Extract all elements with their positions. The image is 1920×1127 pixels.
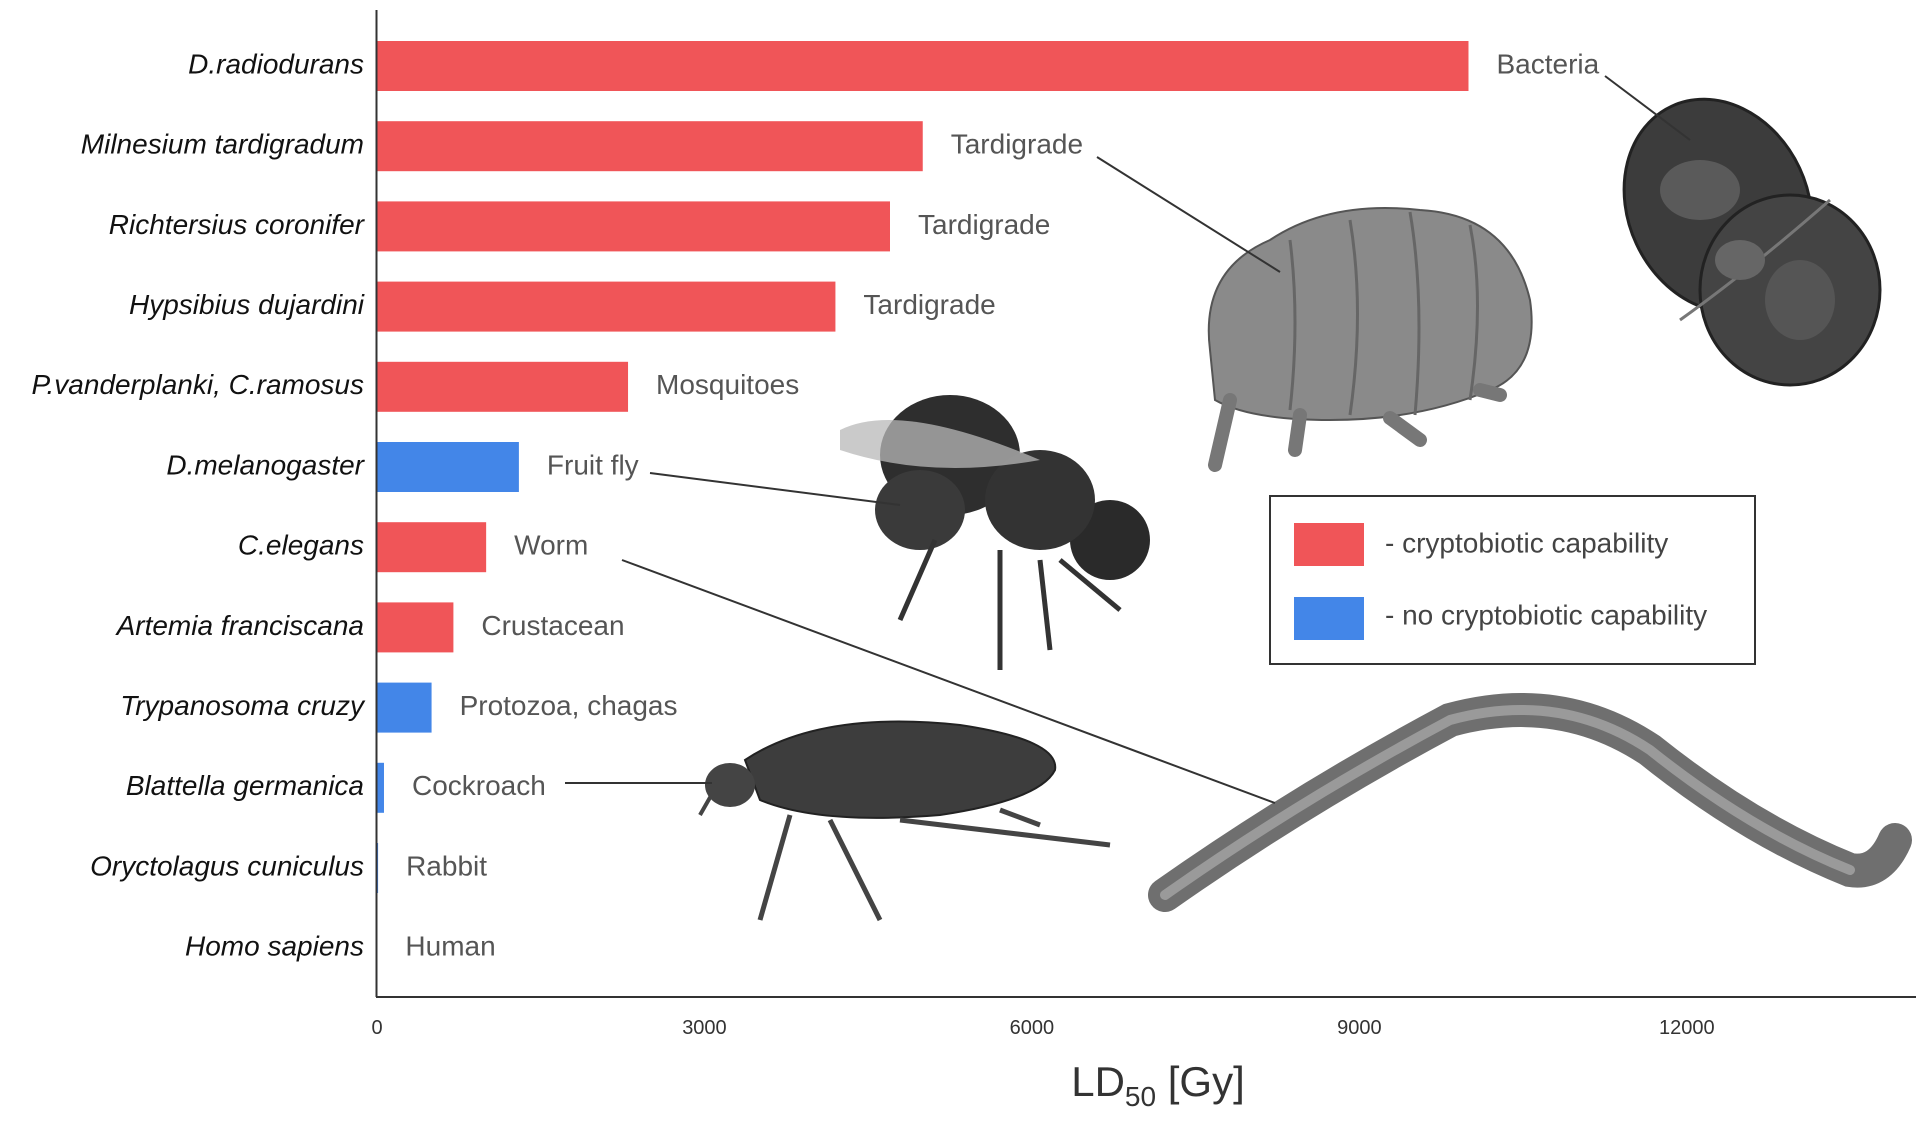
x-axis-label: LD50 [Gy] <box>1071 1058 1245 1112</box>
bar-label-hypsibius-dujardini: Tardigrade <box>863 289 995 320</box>
legend: - cryptobiotic capability - no cryptobio… <box>1269 495 1756 665</box>
category-label-c-elegans: C.elegans <box>238 530 364 561</box>
category-label-blattella-germanica: Blattella germanica <box>126 770 364 801</box>
x-ticks: 0 3000 6000 9000 12000 <box>371 1017 1714 1039</box>
category-labels: D.radiodurans Milnesium tardigradum Richte… <box>31 48 366 961</box>
x-tick-label-6000: 6000 <box>1010 1017 1055 1039</box>
bacteria-illustration <box>1622 97 1882 387</box>
legend-label-cryptobiotic: - cryptobiotic capability <box>1385 527 1668 558</box>
cockroach-illustration <box>698 720 1111 922</box>
category-label-richtersius-coronifer: Richtersius coronifer <box>109 209 366 240</box>
legend-swatch-cryptobiotic <box>1294 523 1364 566</box>
worm-leader <box>621 559 1276 804</box>
fruit-fly-illustration <box>840 395 1150 670</box>
bar-oryctolagus-cuniculus <box>377 843 379 893</box>
bar-milnesium-tardigradum <box>377 121 923 172</box>
tardigrade-illustration <box>1207 207 1533 472</box>
category-label-artemia-franciscana: Artemia franciscana <box>115 610 364 641</box>
illustrations <box>565 75 1912 922</box>
x-tick-label-12000: 12000 <box>1659 1017 1715 1039</box>
bars-group <box>377 41 1469 974</box>
bar-blattella-germanica <box>377 762 384 813</box>
category-label-trypanosoma-cruzy: Trypanosoma cruzy <box>120 690 366 721</box>
bar-label-richtersius-coronifer: Tardigrade <box>918 209 1050 240</box>
bar-label-c-elegans: Worm <box>514 530 588 561</box>
bar-d-melanogaster <box>377 442 519 492</box>
fruit-fly-leader <box>649 472 901 506</box>
bar-label-p-vanderplanki-c-ramosus: Mosquitoes <box>656 369 799 400</box>
x-tick-label-3000: 3000 <box>682 1017 727 1039</box>
bar-p-vanderplanki-c-ramosus <box>377 361 629 412</box>
x-tick-label-0: 0 <box>371 1017 382 1039</box>
bar-c-elegans <box>377 522 487 573</box>
legend-label-no-cryptobiotic: - no cryptobiotic capability <box>1385 599 1707 630</box>
bar-labels: Bacteria Tardigrade Tardigrade Tardigrade Mo… <box>405 48 1599 961</box>
bacteria-leader <box>1604 75 1691 141</box>
x-axis-label-subscript: 50 <box>1125 1081 1156 1112</box>
bar-d-radiodurans <box>377 41 1469 91</box>
category-label-hypsibius-dujardini: Hypsibius dujardini <box>129 289 365 320</box>
bar-label-milnesium-tardigradum: Tardigrade <box>951 129 1083 160</box>
bar-label-oryctolagus-cuniculus: Rabbit <box>406 850 487 881</box>
bar-label-blattella-germanica: Cockroach <box>412 770 546 801</box>
category-label-p-vanderplanki-c-ramosus: P.vanderplanki, C.ramosus <box>31 369 364 400</box>
category-label-oryctolagus-cuniculus: Oryctolagus cuniculus <box>90 850 364 881</box>
bar-label-d-melanogaster: Fruit fly <box>547 449 639 480</box>
category-label-d-radiodurans: D.radiodurans <box>188 48 364 79</box>
bar-label-trypanosoma-cruzy: Protozoa, chagas <box>460 690 678 721</box>
bar-hypsibius-dujardini <box>377 281 836 332</box>
bar-trypanosoma-cruzy <box>377 682 432 733</box>
worm-illustration <box>1148 693 1912 912</box>
category-label-d-melanogaster: D.melanogaster <box>166 449 365 480</box>
x-tick-label-9000: 9000 <box>1337 1017 1382 1039</box>
bar-artemia-franciscana <box>377 602 454 653</box>
bar-label-d-radiodurans: Bacteria <box>1496 48 1599 79</box>
tardigrade-leader <box>1096 156 1281 273</box>
bar-label-artemia-franciscana: Crustacean <box>481 610 624 641</box>
bar-label-homo-sapiens: Human <box>405 931 495 962</box>
category-label-milnesium-tardigradum: Milnesium tardigradum <box>81 129 364 160</box>
bar-richtersius-coronifer <box>377 201 890 252</box>
legend-swatch-no-cryptobiotic <box>1294 597 1364 640</box>
category-label-homo-sapiens: Homo sapiens <box>185 931 364 962</box>
